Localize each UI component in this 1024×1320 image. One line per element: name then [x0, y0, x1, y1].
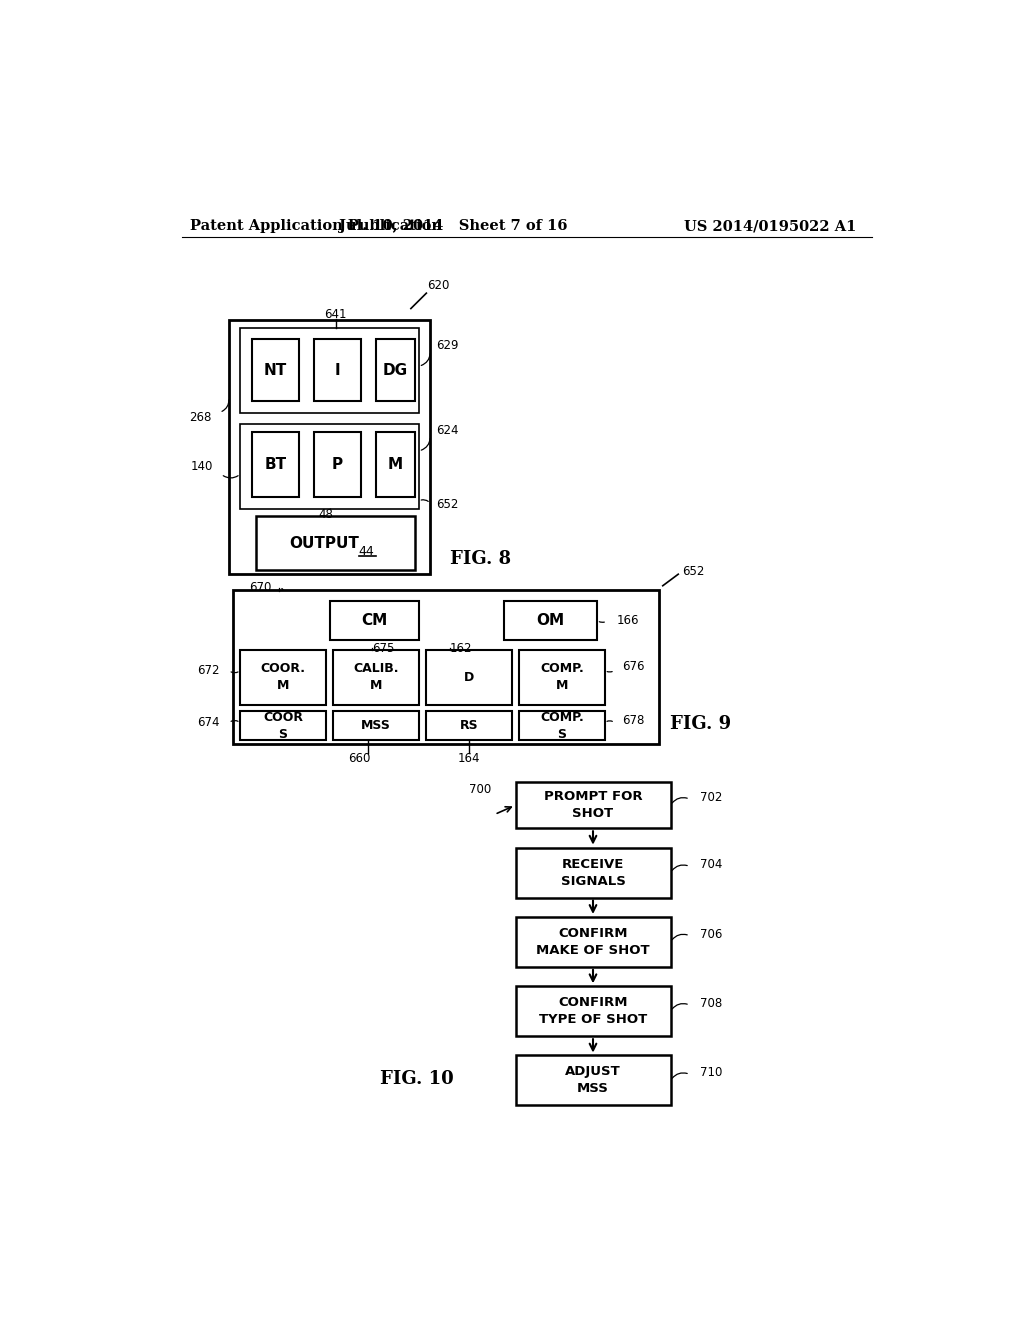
Text: 670: 670: [249, 581, 271, 594]
Text: OM: OM: [537, 612, 564, 628]
Text: COOR
S: COOR S: [263, 710, 303, 741]
Bar: [519, 711, 604, 739]
Bar: [241, 327, 419, 412]
Text: 676: 676: [623, 660, 645, 673]
Text: 166: 166: [616, 614, 639, 627]
Text: 624: 624: [436, 424, 459, 437]
Text: FIG. 10: FIG. 10: [380, 1069, 454, 1088]
Bar: [376, 339, 415, 401]
Text: 629: 629: [436, 339, 459, 352]
Text: OUTPUT: OUTPUT: [289, 536, 358, 550]
Text: PROMPT FOR
SHOT: PROMPT FOR SHOT: [544, 791, 642, 820]
Text: CALIB.
M: CALIB. M: [353, 663, 398, 693]
Text: 652: 652: [436, 499, 459, 511]
Text: RECEIVE
SIGNALS: RECEIVE SIGNALS: [560, 858, 626, 887]
Bar: [228, 321, 430, 574]
Text: 675: 675: [372, 642, 394, 655]
Text: FIG. 8: FIG. 8: [450, 550, 511, 568]
Text: 48: 48: [318, 508, 333, 520]
Bar: [330, 601, 419, 640]
Text: 710: 710: [700, 1067, 722, 1080]
Text: 702: 702: [700, 791, 722, 804]
Text: DG: DG: [383, 363, 408, 378]
Text: US 2014/0195022 A1: US 2014/0195022 A1: [684, 219, 856, 234]
Bar: [426, 711, 512, 739]
Text: RS: RS: [460, 719, 478, 733]
Text: 708: 708: [700, 997, 722, 1010]
Text: Patent Application Publication: Patent Application Publication: [190, 219, 442, 234]
Text: P: P: [332, 457, 343, 473]
Text: 620: 620: [427, 279, 450, 292]
Text: D: D: [464, 671, 474, 684]
Bar: [334, 711, 419, 739]
Text: Jul. 10, 2014   Sheet 7 of 16: Jul. 10, 2014 Sheet 7 of 16: [339, 219, 567, 234]
Text: 164: 164: [458, 751, 480, 764]
Text: CM: CM: [360, 612, 387, 628]
Bar: [426, 649, 512, 705]
Bar: [241, 649, 326, 705]
Bar: [515, 986, 671, 1036]
Text: 652: 652: [682, 565, 705, 578]
Text: 706: 706: [700, 928, 722, 941]
Text: 641: 641: [325, 308, 347, 321]
Bar: [515, 847, 671, 898]
Text: I: I: [335, 363, 340, 378]
Text: NT: NT: [263, 363, 287, 378]
Text: M: M: [388, 457, 402, 473]
Text: COOR.
M: COOR. M: [260, 663, 305, 693]
Text: ADJUST
MSS: ADJUST MSS: [565, 1065, 621, 1096]
Text: 672: 672: [197, 664, 219, 677]
Bar: [232, 590, 658, 743]
Text: BT: BT: [264, 457, 287, 473]
Bar: [515, 917, 671, 966]
Bar: [519, 649, 604, 705]
Bar: [376, 432, 415, 498]
Bar: [314, 339, 360, 401]
Bar: [241, 711, 326, 739]
Bar: [314, 432, 360, 498]
Bar: [241, 424, 419, 508]
Text: 268: 268: [189, 411, 212, 424]
Text: COMP.
M: COMP. M: [540, 663, 584, 693]
Text: 700: 700: [469, 783, 492, 796]
Text: 704: 704: [700, 858, 722, 871]
Text: MSS: MSS: [361, 719, 391, 733]
Bar: [504, 601, 597, 640]
Text: 678: 678: [623, 714, 645, 727]
Text: CONFIRM
MAKE OF SHOT: CONFIRM MAKE OF SHOT: [537, 927, 650, 957]
Bar: [334, 649, 419, 705]
Bar: [515, 1056, 671, 1105]
Bar: [515, 781, 671, 829]
Text: 674: 674: [197, 717, 219, 730]
Bar: [252, 339, 299, 401]
Text: CONFIRM
TYPE OF SHOT: CONFIRM TYPE OF SHOT: [539, 997, 647, 1026]
Text: COMP.
S: COMP. S: [540, 710, 584, 741]
Bar: [252, 432, 299, 498]
Text: 660: 660: [348, 751, 370, 764]
Text: 44: 44: [358, 545, 374, 557]
Text: FIG. 9: FIG. 9: [671, 715, 731, 734]
Text: 162: 162: [450, 642, 472, 655]
Text: 140: 140: [190, 459, 213, 473]
Bar: [256, 516, 415, 570]
